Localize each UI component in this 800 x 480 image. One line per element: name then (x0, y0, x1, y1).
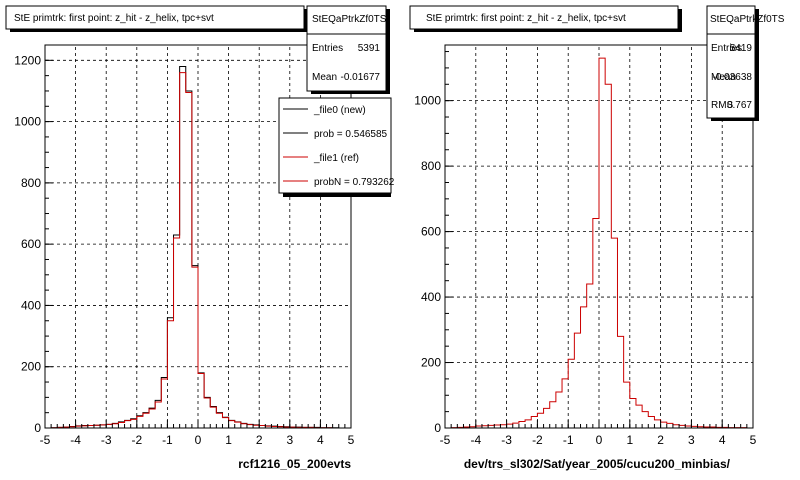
right-pad: -5 -4 -3 -2 -1 0 1 2 3 4 5 0 200 400 600 800 1000 StE pr… (409, 5, 785, 471)
left-stats-box (306, 5, 387, 92)
right-y-tick-label: 600 (421, 225, 441, 239)
left-x-tick-label: 3 (286, 433, 293, 447)
left-stats-mean-label: Mean (312, 72, 337, 83)
left-y-tick-label: 1000 (14, 115, 41, 129)
left-y-tick-label: 200 (21, 360, 41, 374)
right-y-tick-label: 0 (434, 421, 441, 435)
right-stats-mean-label: Mean (711, 72, 736, 83)
legend-label: prob = 0.546585 (314, 129, 388, 140)
right-title-box (409, 5, 679, 30)
left-y-tick-label: 600 (21, 237, 41, 251)
left-title-box (5, 5, 305, 30)
right-stats-rms: 0.767 (727, 100, 752, 111)
legend-entry: _file0 (new) (283, 105, 366, 116)
right-x-tick-label: -4 (470, 433, 481, 447)
left-x-tick-label: 4 (317, 433, 324, 447)
right-x-tick-label: -1 (563, 433, 574, 447)
left-y-tick-label: 400 (21, 298, 41, 312)
left-x-tick-label: -5 (40, 433, 51, 447)
left-y-tick-label: 0 (34, 421, 41, 435)
legend-label: _file0 (new) (313, 105, 366, 116)
right-stats-mean: -0.03638 (713, 72, 753, 83)
left-pad: -5 -4 -3 -2 -1 0 1 2 3 4 5 0 200 400 600 800 1000 1200 St… (5, 5, 395, 471)
legend-entry: _file1 (ref) (283, 153, 359, 164)
right-stats-box (706, 5, 756, 119)
right-x-tick-label: -5 (440, 433, 451, 447)
right-y-tick-label: 800 (421, 159, 441, 173)
right-x-tick-label: -3 (501, 433, 512, 447)
left-y-tick-label: 1200 (14, 53, 41, 67)
left-stats-name: StEQaPtrkZf0TS (312, 14, 387, 25)
left-x-tick-label: 0 (195, 433, 202, 447)
left-xlabel: rcf1216_05_200evts (238, 457, 351, 471)
right-x-tick-label: 2 (657, 433, 664, 447)
left-x-tick-label: 5 (348, 433, 355, 447)
right-x-tick-label: 0 (596, 433, 603, 447)
left-x-tick-label: -3 (101, 433, 112, 447)
left-x-tick-label: -4 (70, 433, 81, 447)
legend-label: _file1 (ref) (313, 153, 359, 164)
left-title: StE primtrk: first point: z_hit - z_heli… (14, 13, 214, 24)
right-title: StE primtrk: first point: z_hit - z_heli… (426, 13, 626, 24)
right-stats-name: StEQaPtrkZf0TS (710, 14, 785, 25)
right-stats-entries: 5419 (730, 43, 753, 54)
legend-entry: probN = 0.793262 (283, 177, 395, 188)
left-stats-entries: 5391 (358, 43, 381, 54)
right-x-tick-label: 3 (688, 433, 695, 447)
right-x-tick-label: 5 (750, 433, 757, 447)
legend-entry: prob = 0.546585 (283, 129, 388, 140)
left-stats-entries-label: Entries (312, 43, 343, 54)
left-stats-mean: -0.01677 (341, 72, 381, 83)
left-ticks: -5 -4 -3 -2 -1 0 1 2 3 4 5 0 200 400 600 800 1000 1200 (14, 44, 355, 447)
right-x-tick-label: 4 (719, 433, 726, 447)
left-x-tick-label: -2 (131, 433, 142, 447)
left-x-tick-label: 2 (256, 433, 263, 447)
left-legend-box (278, 97, 392, 194)
right-y-tick-label: 400 (421, 290, 441, 304)
right-stats-entries-label: Entries (711, 43, 742, 54)
right-xlabel: dev/trs_sl302/Sat/year_2005/cucu200_minb… (464, 457, 731, 471)
left-x-tick-label: -1 (162, 433, 173, 447)
right-stats-rms-label: RMS (711, 100, 734, 111)
right-x-tick-label: 1 (626, 433, 633, 447)
left-y-tick-label: 800 (21, 176, 41, 190)
right-x-tick-label: -2 (532, 433, 543, 447)
right-y-tick-label: 1000 (414, 94, 441, 108)
right-ticks: -5 -4 -3 -2 -1 0 1 2 3 4 5 0 200 400 600 800 1000 (414, 51, 757, 447)
legend-label: probN = 0.793262 (314, 177, 395, 188)
right-y-tick-label: 200 (421, 356, 441, 370)
left-x-tick-label: 1 (225, 433, 232, 447)
